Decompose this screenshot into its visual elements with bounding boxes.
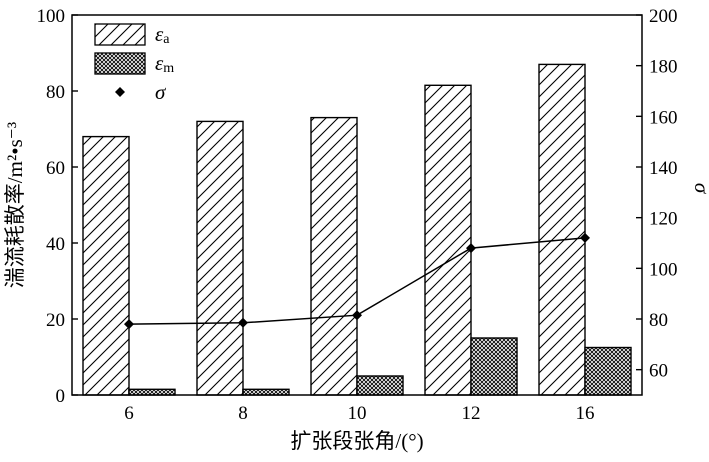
bar-εm-10 (356, 375, 404, 396)
bar-εa-8 (196, 120, 244, 396)
bar-εm-6 (128, 388, 176, 396)
left-tick-label: 0 (56, 386, 66, 407)
sigma-marker-6 (124, 319, 134, 330)
legend-swatch-εa (94, 23, 146, 46)
right-tick-label: 80 (649, 310, 668, 331)
sigma-marker-16 (580, 232, 590, 243)
bar-εm-12 (470, 337, 518, 396)
x-tick-label: 12 (462, 403, 481, 424)
right-tick-label: 100 (649, 259, 678, 280)
right-tick-label: 200 (649, 6, 678, 27)
left-tick-label: 20 (46, 310, 65, 331)
right-y-axis: 60 80 100 120 140 160 180 200 (636, 6, 678, 382)
x-axis: 6 8 10 12 16 (124, 389, 595, 424)
legend-label-εa: εa (155, 22, 170, 47)
left-tick-label: 40 (46, 234, 65, 255)
legend-swatch-εm (94, 52, 146, 75)
right-tick-label: 140 (649, 158, 678, 179)
x-tick-label: 10 (348, 403, 367, 424)
bar-εa-6 (82, 135, 130, 396)
legend-marker-sigma (115, 87, 125, 97)
left-tick-label: 60 (46, 158, 65, 179)
left-y-axis: 0 20 40 60 80 100 (37, 6, 78, 407)
bar-εm-8 (242, 388, 290, 396)
bar-εa-12 (424, 84, 472, 396)
right-tick-label: 160 (649, 107, 678, 128)
bar-εa-10 (310, 116, 358, 396)
legend-label-σ: σ (155, 80, 167, 104)
legend: εa εm σ (94, 22, 174, 104)
left-tick-label: 80 (46, 82, 65, 103)
sigma-marker-10 (352, 310, 362, 321)
x-tick-label: 6 (124, 403, 134, 424)
bar-εm-16 (584, 346, 632, 396)
bar-εa-16 (538, 63, 586, 396)
sigma-marker-12 (466, 243, 476, 254)
sigma-marker-8 (238, 317, 248, 328)
right-tick-label: 60 (649, 361, 668, 382)
legend-label-εm: εm (155, 51, 174, 76)
right-tick-label: 180 (649, 57, 678, 78)
x-tick-label: 16 (576, 403, 595, 424)
x-tick-label: 8 (238, 403, 248, 424)
left-tick-label: 100 (37, 6, 66, 27)
y-axis-label: 湍流耗散率/m²•s⁻³ (3, 122, 27, 288)
y2-axis-label: σ (690, 183, 709, 195)
right-tick-label: 120 (649, 209, 678, 230)
x-axis-label: 扩张段张角/(°) (290, 429, 423, 453)
